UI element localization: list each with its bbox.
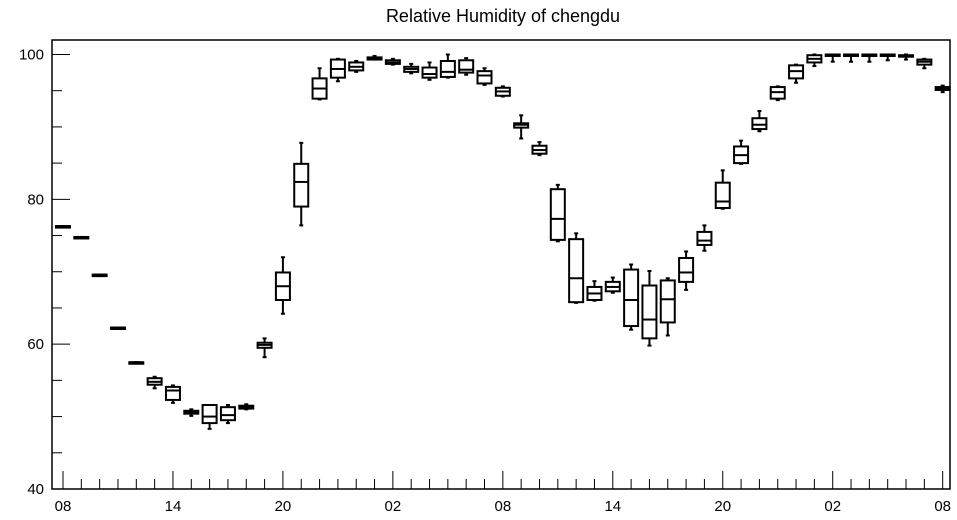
box xyxy=(623,263,640,331)
box xyxy=(916,57,933,70)
chart-title: Relative Humidity of chengdu xyxy=(386,6,620,26)
iqr-box xyxy=(568,238,585,304)
iqr-box xyxy=(751,117,768,131)
iqr-box xyxy=(714,181,731,210)
iqr-box xyxy=(164,385,181,401)
box xyxy=(219,403,236,425)
box xyxy=(109,326,126,331)
plot-frame xyxy=(51,39,951,490)
box xyxy=(384,57,401,66)
box xyxy=(73,235,90,240)
x-tick-label: 08 xyxy=(494,498,511,515)
iqr-box xyxy=(458,59,475,74)
iqr-box xyxy=(549,188,566,241)
box xyxy=(604,276,621,294)
box xyxy=(54,225,71,229)
box xyxy=(128,361,145,365)
box xyxy=(549,183,566,243)
x-tick-label: 08 xyxy=(55,498,72,515)
iqr-box xyxy=(219,406,236,422)
box xyxy=(329,57,346,83)
box xyxy=(293,141,310,227)
iqr-box xyxy=(641,284,658,340)
box xyxy=(458,57,475,76)
box xyxy=(146,375,163,390)
box xyxy=(311,67,328,101)
iqr-box xyxy=(659,279,676,324)
box xyxy=(256,337,273,359)
box xyxy=(476,67,493,86)
x-tick-label: 08 xyxy=(934,498,951,515)
y-tick-label: 80 xyxy=(27,191,44,208)
x-tick-label: 20 xyxy=(275,498,292,515)
y-axis: 40 60 80 100 xyxy=(19,46,70,498)
box xyxy=(513,114,530,140)
x-axis: 08 14 20 02 08 14 20 02 08 xyxy=(55,471,951,515)
box xyxy=(494,85,511,98)
iqr-box xyxy=(293,162,310,208)
iqr-box xyxy=(421,66,438,79)
box xyxy=(586,280,603,302)
box xyxy=(568,232,585,304)
box xyxy=(861,53,878,63)
box xyxy=(879,53,896,62)
box xyxy=(678,250,695,291)
x-tick-label: 20 xyxy=(714,498,731,515)
iqr-box xyxy=(678,256,695,283)
box xyxy=(164,384,181,404)
x-tick-label: 02 xyxy=(385,498,402,515)
x-tick-label: 14 xyxy=(604,498,621,515)
x-tick-label: 02 xyxy=(824,498,841,515)
iqr-box xyxy=(696,230,713,246)
box xyxy=(843,53,860,63)
box xyxy=(769,85,786,102)
box xyxy=(238,403,255,411)
y-tick-label: 100 xyxy=(19,46,44,63)
iqr-box xyxy=(439,60,456,78)
box xyxy=(733,139,750,165)
box-series xyxy=(54,53,951,430)
box xyxy=(788,63,805,84)
box xyxy=(934,84,951,94)
iqr-box xyxy=(623,268,640,328)
box xyxy=(641,270,658,347)
box xyxy=(91,273,108,278)
box xyxy=(659,277,676,337)
box xyxy=(751,109,768,133)
box xyxy=(824,53,841,63)
x-tick-label: 14 xyxy=(165,498,182,515)
box xyxy=(403,62,420,75)
box xyxy=(274,256,291,315)
box xyxy=(806,53,823,68)
y-tick-label: 40 xyxy=(27,481,44,498)
box xyxy=(696,224,713,252)
iqr-box xyxy=(476,70,493,85)
y-tick-label: 60 xyxy=(27,336,44,353)
box xyxy=(531,141,548,157)
box xyxy=(421,61,438,81)
box xyxy=(183,408,200,417)
box xyxy=(201,403,218,430)
box xyxy=(439,53,456,79)
box xyxy=(366,54,383,61)
box xyxy=(898,53,915,61)
iqr-box xyxy=(201,403,218,425)
box xyxy=(348,60,365,73)
box xyxy=(714,169,731,210)
